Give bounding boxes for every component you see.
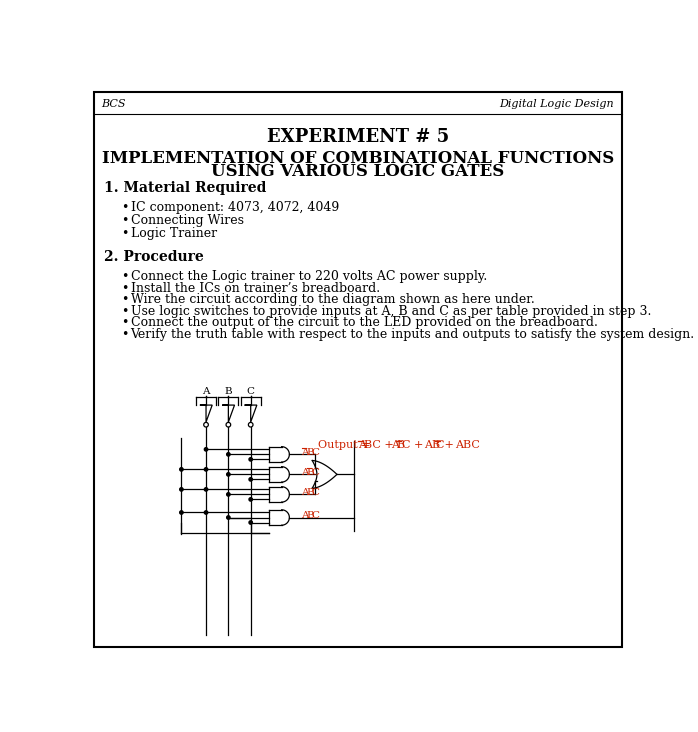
Text: Connect the output of the circuit to the LED provided on the breadboard.: Connect the output of the circuit to the… xyxy=(131,316,597,329)
Text: B: B xyxy=(306,511,314,520)
Text: Logic Trainer: Logic Trainer xyxy=(131,227,216,240)
Circle shape xyxy=(205,488,208,491)
Text: B: B xyxy=(225,387,232,397)
Text: ABC: ABC xyxy=(455,440,480,450)
Text: IMPLEMENTATION OF COMBINATIONAL FUNCTIONS: IMPLEMENTATION OF COMBINATIONAL FUNCTION… xyxy=(102,150,614,167)
Text: C: C xyxy=(311,447,320,457)
Text: •: • xyxy=(121,270,128,283)
Text: EXPERIMENT # 5: EXPERIMENT # 5 xyxy=(267,128,449,146)
Text: •: • xyxy=(121,316,128,329)
Text: BC +: BC + xyxy=(364,440,397,450)
Text: A: A xyxy=(302,468,309,477)
Text: Output =: Output = xyxy=(318,440,375,450)
Circle shape xyxy=(227,473,230,476)
Circle shape xyxy=(227,516,230,519)
Text: A: A xyxy=(302,488,309,496)
Text: B: B xyxy=(306,447,314,457)
Circle shape xyxy=(205,448,208,451)
Text: •: • xyxy=(121,305,128,318)
Text: A: A xyxy=(391,440,399,450)
Text: •: • xyxy=(121,328,128,340)
Circle shape xyxy=(205,511,208,514)
Text: B: B xyxy=(396,440,405,450)
Text: •: • xyxy=(121,214,128,227)
Text: •: • xyxy=(121,293,128,306)
Text: USING VARIOUS LOGIC GATES: USING VARIOUS LOGIC GATES xyxy=(211,163,505,179)
Text: •: • xyxy=(121,282,128,294)
Circle shape xyxy=(179,488,183,491)
Circle shape xyxy=(227,493,230,496)
Text: Use logic switches to provide inputs at A, B and C as per table provided in step: Use logic switches to provide inputs at … xyxy=(131,305,651,318)
Text: Install the ICs on trainer’s breadboard.: Install the ICs on trainer’s breadboard. xyxy=(131,282,380,294)
Text: BCS: BCS xyxy=(101,99,126,109)
Text: Digital Logic Design: Digital Logic Design xyxy=(500,99,614,109)
Text: C: C xyxy=(311,511,320,520)
Text: Wire the circuit according to the diagram shown as here under.: Wire the circuit according to the diagra… xyxy=(131,293,535,306)
Text: IC component: 4073, 4072, 4049: IC component: 4073, 4072, 4049 xyxy=(131,201,339,214)
Text: +: + xyxy=(441,440,457,450)
Circle shape xyxy=(179,511,183,514)
Text: C: C xyxy=(311,468,320,477)
Text: C: C xyxy=(311,488,320,496)
Text: 1. Material Required: 1. Material Required xyxy=(105,181,267,195)
Text: C +: C + xyxy=(402,440,427,450)
Text: Connect the Logic trainer to 220 volts AC power supply.: Connect the Logic trainer to 220 volts A… xyxy=(131,270,487,283)
Circle shape xyxy=(205,468,208,471)
Text: C: C xyxy=(246,387,255,397)
Text: AB: AB xyxy=(424,440,440,450)
Text: •: • xyxy=(121,227,128,240)
Text: B: B xyxy=(306,488,314,496)
Text: A: A xyxy=(359,440,366,450)
Circle shape xyxy=(227,452,230,456)
Text: A: A xyxy=(302,447,309,457)
Text: A: A xyxy=(202,387,210,397)
Text: B: B xyxy=(306,468,314,477)
Text: C: C xyxy=(436,440,444,450)
Text: 2. Procedure: 2. Procedure xyxy=(105,250,204,264)
Text: A: A xyxy=(302,511,309,520)
Text: Connecting Wires: Connecting Wires xyxy=(131,214,244,227)
Text: •: • xyxy=(121,201,128,214)
Text: Verify the truth table with respect to the inputs and outputs to satisfy the sys: Verify the truth table with respect to t… xyxy=(131,328,695,340)
Circle shape xyxy=(249,478,253,481)
Circle shape xyxy=(179,468,183,471)
Circle shape xyxy=(249,498,253,501)
Circle shape xyxy=(249,520,253,524)
Circle shape xyxy=(249,458,253,461)
